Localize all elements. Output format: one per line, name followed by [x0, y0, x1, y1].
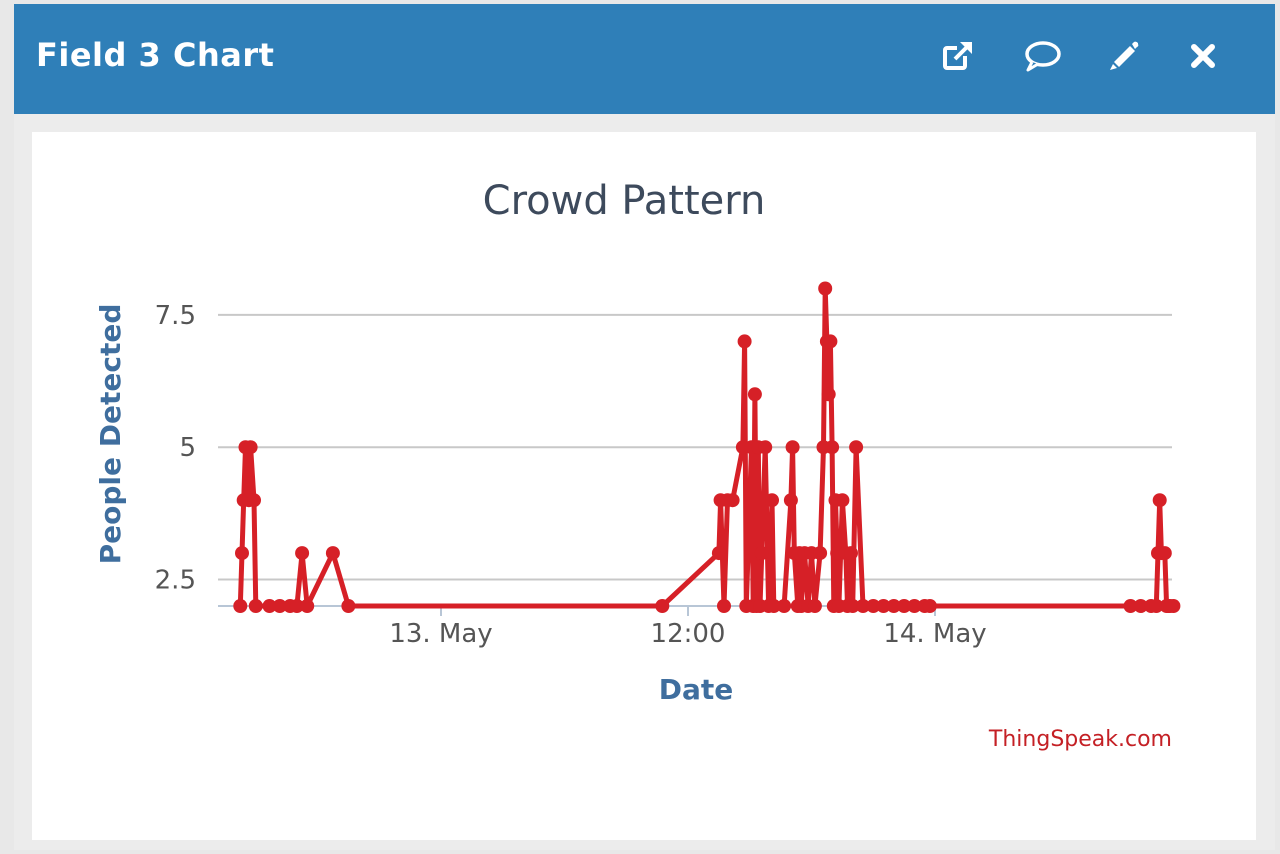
data-point[interactable] [717, 599, 731, 613]
data-point[interactable] [737, 334, 752, 349]
data-point[interactable] [725, 493, 740, 508]
data-point[interactable] [907, 599, 922, 613]
data-point[interactable] [300, 599, 315, 613]
data-point[interactable] [272, 599, 287, 613]
x-axis-title: Date [659, 673, 734, 706]
data-point[interactable] [289, 599, 304, 613]
data-point[interactable] [247, 493, 261, 508]
data-point[interactable] [325, 546, 340, 561]
data-point[interactable] [1123, 599, 1138, 613]
data-point[interactable] [844, 546, 858, 561]
data-point[interactable] [1152, 493, 1167, 508]
comment-icon[interactable] [1020, 34, 1064, 78]
x-tick-label: 14. May [883, 619, 986, 649]
data-point[interactable] [922, 599, 937, 613]
y-axis-title: People Detected [94, 304, 127, 565]
data-point[interactable] [766, 599, 781, 613]
data-point[interactable] [765, 493, 779, 508]
x-tick-label: 12:00 [651, 619, 726, 649]
data-point[interactable] [1133, 599, 1148, 613]
data-point[interactable] [747, 387, 762, 402]
widget-title: Field 3 Chart [36, 36, 275, 74]
data-point[interactable] [262, 599, 277, 613]
data-point[interactable] [233, 599, 248, 613]
data-point[interactable] [821, 387, 836, 402]
data-point[interactable] [886, 599, 901, 613]
data-point[interactable] [777, 599, 792, 613]
data-point[interactable] [823, 334, 838, 349]
data-point[interactable] [295, 546, 310, 561]
data-point[interactable] [1166, 599, 1181, 613]
chart-card: 13. May 12:00 14. May 2.5 5 7.5 Crowd Patter… [32, 132, 1256, 840]
data-point[interactable] [655, 599, 670, 613]
data-point[interactable] [235, 546, 249, 561]
data-point[interactable] [813, 546, 828, 561]
chart-widget: Field 3 Chart [14, 4, 1275, 850]
chart-title: Crowd Pattern [483, 178, 766, 224]
data-point[interactable] [1157, 546, 1172, 561]
data-point[interactable] [818, 281, 833, 296]
x-tick-label: 13. May [389, 619, 492, 649]
data-point[interactable] [341, 599, 356, 613]
pencil-icon[interactable] [1102, 34, 1146, 78]
data-point[interactable] [248, 599, 263, 613]
data-point[interactable] [825, 440, 840, 455]
data-point[interactable] [758, 440, 773, 455]
close-icon[interactable] [1181, 34, 1225, 78]
external-link-icon[interactable] [936, 34, 980, 78]
crowd-chart: 13. May 12:00 14. May 2.5 5 7.5 Crowd Patter… [94, 178, 1181, 752]
data-point[interactable] [856, 599, 870, 613]
data-point[interactable] [783, 493, 798, 508]
data-point[interactable] [845, 599, 860, 613]
data-point[interactable] [897, 599, 912, 613]
data-point[interactable] [866, 599, 881, 613]
data-point[interactable] [754, 546, 769, 561]
thingspeak-credit[interactable]: ThingSpeak.com [988, 727, 1172, 752]
y-tick-label: 5 [179, 433, 196, 463]
y-tick-label: 7.5 [155, 301, 196, 331]
y-tick-label: 2.5 [155, 566, 196, 596]
widget-header: Field 3 Chart [14, 4, 1275, 114]
data-point[interactable] [243, 440, 258, 455]
data-point[interactable] [807, 599, 822, 613]
data-point[interactable] [876, 599, 891, 613]
data-point[interactable] [711, 546, 726, 561]
data-point[interactable] [1149, 599, 1164, 613]
data-point[interactable] [835, 493, 850, 508]
data-point[interactable] [849, 440, 864, 455]
data-point[interactable] [785, 440, 800, 455]
